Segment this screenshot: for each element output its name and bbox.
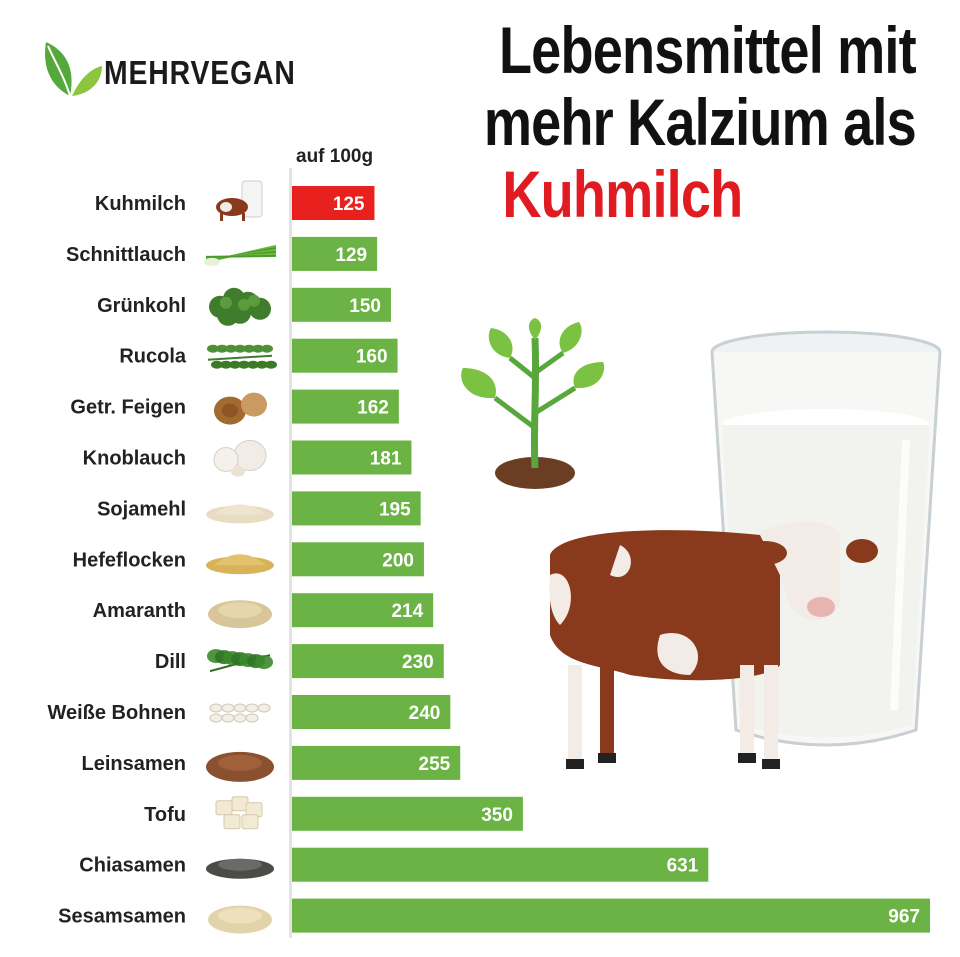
bar <box>292 287 391 322</box>
bar-row: Chiasamen 631 <box>79 847 709 882</box>
brand-logo <box>45 42 102 97</box>
bar-row: Getr. Feigen 162 <box>70 389 399 425</box>
category-label: Weiße Bohnen <box>47 702 186 724</box>
amaranth-icon <box>208 600 272 629</box>
bar-row: Sesamsamen 967 <box>58 898 930 934</box>
value-label: 125 <box>333 194 365 215</box>
bar <box>292 695 451 729</box>
category-label: Amaranth <box>93 600 186 622</box>
flaxseed-icon <box>206 751 274 782</box>
tofu-icon <box>215 796 263 830</box>
brand-name: MEHRVEGAN <box>104 54 296 91</box>
milk-cow-icon <box>216 180 263 221</box>
chives-icon <box>204 244 277 266</box>
value-label: 162 <box>357 398 389 419</box>
bar-row: Knoblauch 181 <box>83 440 412 477</box>
bar-row: Dill 230 <box>155 644 444 679</box>
value-label: 195 <box>379 499 411 520</box>
value-label: 160 <box>356 347 388 368</box>
arugula-icon <box>207 344 277 369</box>
bar-row: Rucola 160 <box>119 338 398 373</box>
category-label: Dill <box>155 651 186 673</box>
value-label: 240 <box>409 703 441 724</box>
value-label: 967 <box>888 907 920 928</box>
category-label: Sojamehl <box>97 498 186 520</box>
category-label: Tofu <box>144 804 186 826</box>
bar-row: Sojamehl 195 <box>97 491 421 526</box>
category-label: Chiasamen <box>79 855 186 877</box>
bar-row: Kuhmilch 125 <box>95 180 375 221</box>
bar-row: Leinsamen 255 <box>82 745 461 782</box>
unit-label: auf 100g <box>296 146 374 167</box>
value-label: 200 <box>382 550 414 571</box>
bar-row: Tofu 350 <box>144 796 523 831</box>
category-label: Kuhmilch <box>95 193 186 215</box>
value-label: 129 <box>335 245 367 266</box>
bar <box>292 745 461 780</box>
category-label: Knoblauch <box>83 448 186 470</box>
title-line-2: mehr Kalzium als <box>483 85 917 159</box>
category-label: Hefeflocken <box>73 549 186 571</box>
bar <box>292 440 412 475</box>
value-label: 631 <box>667 856 699 877</box>
kale-icon <box>209 287 271 326</box>
garlic-icon <box>213 440 267 477</box>
bar-row: Schnittlauch 129 <box>66 236 378 271</box>
chia-seeds-icon <box>206 858 274 879</box>
bar <box>292 491 421 526</box>
category-label: Leinsamen <box>82 753 186 775</box>
bar <box>292 796 523 831</box>
category-label: Rucola <box>119 346 187 368</box>
category-label: Sesamsamen <box>58 906 186 928</box>
yeast-flakes-icon <box>206 554 274 575</box>
chart-axis-line <box>289 168 292 938</box>
bar <box>292 644 444 679</box>
sesame-seeds-icon <box>208 905 272 934</box>
value-label: 350 <box>481 805 513 826</box>
page-title: Lebensmittel mit mehr Kalzium als Kuhmil… <box>389 13 917 231</box>
title-line-1: Lebensmittel mit <box>499 13 917 87</box>
bar <box>292 338 398 373</box>
value-label: 230 <box>402 652 434 673</box>
bar <box>292 847 709 882</box>
bar-row: Weiße Bohnen 240 <box>47 695 451 729</box>
bar <box>292 542 424 577</box>
category-label: Schnittlauch <box>66 244 186 266</box>
bar-highlight <box>292 186 375 220</box>
leaf-icon <box>45 42 102 97</box>
white-beans-icon <box>209 703 271 723</box>
value-label: 181 <box>370 449 402 470</box>
bar-row: Hefeflocken 200 <box>73 542 424 577</box>
bar <box>292 593 434 628</box>
value-label: 214 <box>391 601 423 622</box>
category-label: Getr. Feigen <box>70 397 186 419</box>
dill-icon <box>207 649 273 673</box>
bar-row: Grünkohl 150 <box>97 287 391 326</box>
bar <box>292 389 399 424</box>
value-label: 150 <box>349 296 381 317</box>
title-highlight: Kuhmilch <box>502 157 744 231</box>
category-label: Grünkohl <box>97 295 186 317</box>
bar <box>292 236 378 271</box>
dried-figs-icon <box>214 392 267 425</box>
bar <box>292 898 930 933</box>
value-label: 255 <box>419 754 451 775</box>
soy-flour-icon <box>206 504 274 524</box>
bar-row: Amaranth 214 <box>93 593 434 629</box>
